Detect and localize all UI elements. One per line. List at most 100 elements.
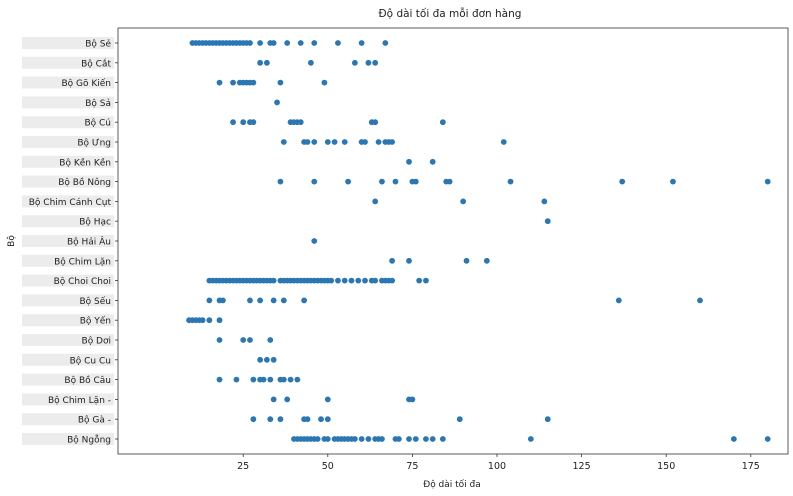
data-point	[311, 178, 318, 185]
data-point	[216, 376, 223, 383]
data-point	[311, 238, 318, 244]
data-point	[341, 139, 348, 145]
data-point	[206, 317, 213, 324]
category-label-text: Bộ Sả	[85, 98, 111, 109]
data-point	[267, 416, 274, 423]
data-point	[233, 376, 240, 383]
data-point	[230, 79, 236, 86]
data-point	[257, 59, 264, 66]
data-point	[287, 376, 294, 383]
data-point	[429, 158, 436, 165]
data-point	[263, 356, 270, 363]
data-point	[216, 337, 223, 343]
data-point	[216, 79, 223, 86]
category-label-band	[22, 37, 114, 49]
category-label-band	[22, 334, 114, 346]
data-point	[284, 40, 291, 46]
data-point	[324, 139, 331, 145]
data-point	[527, 436, 534, 442]
data-point	[277, 79, 284, 86]
data-point	[423, 436, 429, 442]
category-label-text: Bộ Cắt	[81, 58, 111, 69]
data-point	[544, 218, 551, 225]
category-label-band	[22, 96, 114, 109]
data-point	[406, 436, 412, 442]
category-label-band	[22, 353, 114, 366]
data-point	[270, 396, 277, 403]
category-label-band	[22, 116, 114, 129]
category-label: Bộ Ưng	[22, 136, 114, 149]
data-point	[324, 396, 331, 403]
data-point	[389, 257, 395, 264]
category-label: Bộ Dơi	[22, 334, 114, 347]
data-point	[250, 79, 257, 86]
data-point	[335, 40, 341, 46]
x-tick-label: 125	[573, 461, 591, 472]
y-axis-label: Bộ	[6, 235, 17, 247]
category-label: Bộ Chim Lặn -	[22, 393, 114, 406]
data-point	[456, 416, 463, 423]
data-point	[348, 277, 355, 284]
category-label: Bộ Hải Âu	[22, 235, 114, 248]
category-label-band	[22, 274, 114, 287]
category-label: Bộ Bồ Câu	[22, 373, 114, 386]
data-point	[304, 139, 311, 145]
data-point	[345, 178, 351, 185]
category-label-text: Bộ Ưng	[77, 138, 111, 149]
category-label-text: Bộ Choi Choi	[54, 276, 111, 287]
x-tick-label: 150	[657, 461, 675, 472]
x-tick-label: 50	[322, 461, 334, 472]
data-point	[257, 297, 264, 304]
data-point	[284, 396, 291, 403]
category-label: Bộ Gà -	[22, 413, 114, 426]
category-label-text: Bộ Yến	[80, 316, 111, 327]
data-point	[697, 297, 703, 304]
category-label-band	[22, 175, 114, 188]
category-label-band	[22, 56, 114, 69]
x-axis-ticks: 25 50 75 100 125 150 175	[237, 454, 760, 472]
data-point	[500, 139, 507, 145]
category-label: Bộ Bồ Nông	[22, 175, 114, 188]
data-point	[460, 198, 467, 205]
data-point	[321, 79, 328, 86]
data-point	[395, 436, 402, 442]
data-point	[730, 436, 737, 442]
category-label-band	[22, 215, 114, 228]
data-point	[270, 40, 277, 46]
data-point	[304, 416, 311, 423]
category-label-text: Bộ Cu Cu	[70, 355, 111, 366]
category-label-band	[22, 235, 114, 247]
data-point	[240, 337, 247, 343]
data-point	[389, 139, 395, 145]
data-point	[439, 436, 446, 442]
data-point	[297, 119, 304, 126]
x-tick-label: 100	[488, 461, 506, 472]
data-point	[267, 376, 274, 383]
data-point	[311, 40, 318, 46]
plot-area: 25 50 75 100 125 150 175	[117, 27, 789, 472]
data-point	[439, 119, 446, 126]
category-label-band	[22, 155, 114, 168]
data-point	[247, 337, 253, 343]
category-label-band	[22, 433, 114, 445]
category-label: Bộ Gõ Kiến	[22, 76, 114, 89]
data-point	[314, 436, 321, 442]
data-point	[280, 139, 287, 145]
data-point	[365, 59, 372, 66]
data-point	[764, 436, 771, 442]
category-label-text: Bộ Sếu	[80, 296, 112, 307]
data-point	[280, 297, 287, 304]
category-label-text: Bộ Hạc	[79, 217, 111, 228]
data-point	[416, 277, 423, 284]
data-point	[429, 436, 436, 442]
category-label: Bộ Cắt	[22, 56, 114, 69]
data-point	[379, 178, 385, 185]
category-label-text: Bộ Cú	[84, 118, 111, 129]
data-point	[199, 317, 206, 324]
data-point	[280, 376, 287, 383]
category-label-text: Bộ Bồ Nông	[58, 177, 111, 188]
data-point	[379, 436, 385, 442]
category-label: Bộ Chim Lặn	[22, 254, 114, 267]
data-point	[358, 40, 365, 46]
